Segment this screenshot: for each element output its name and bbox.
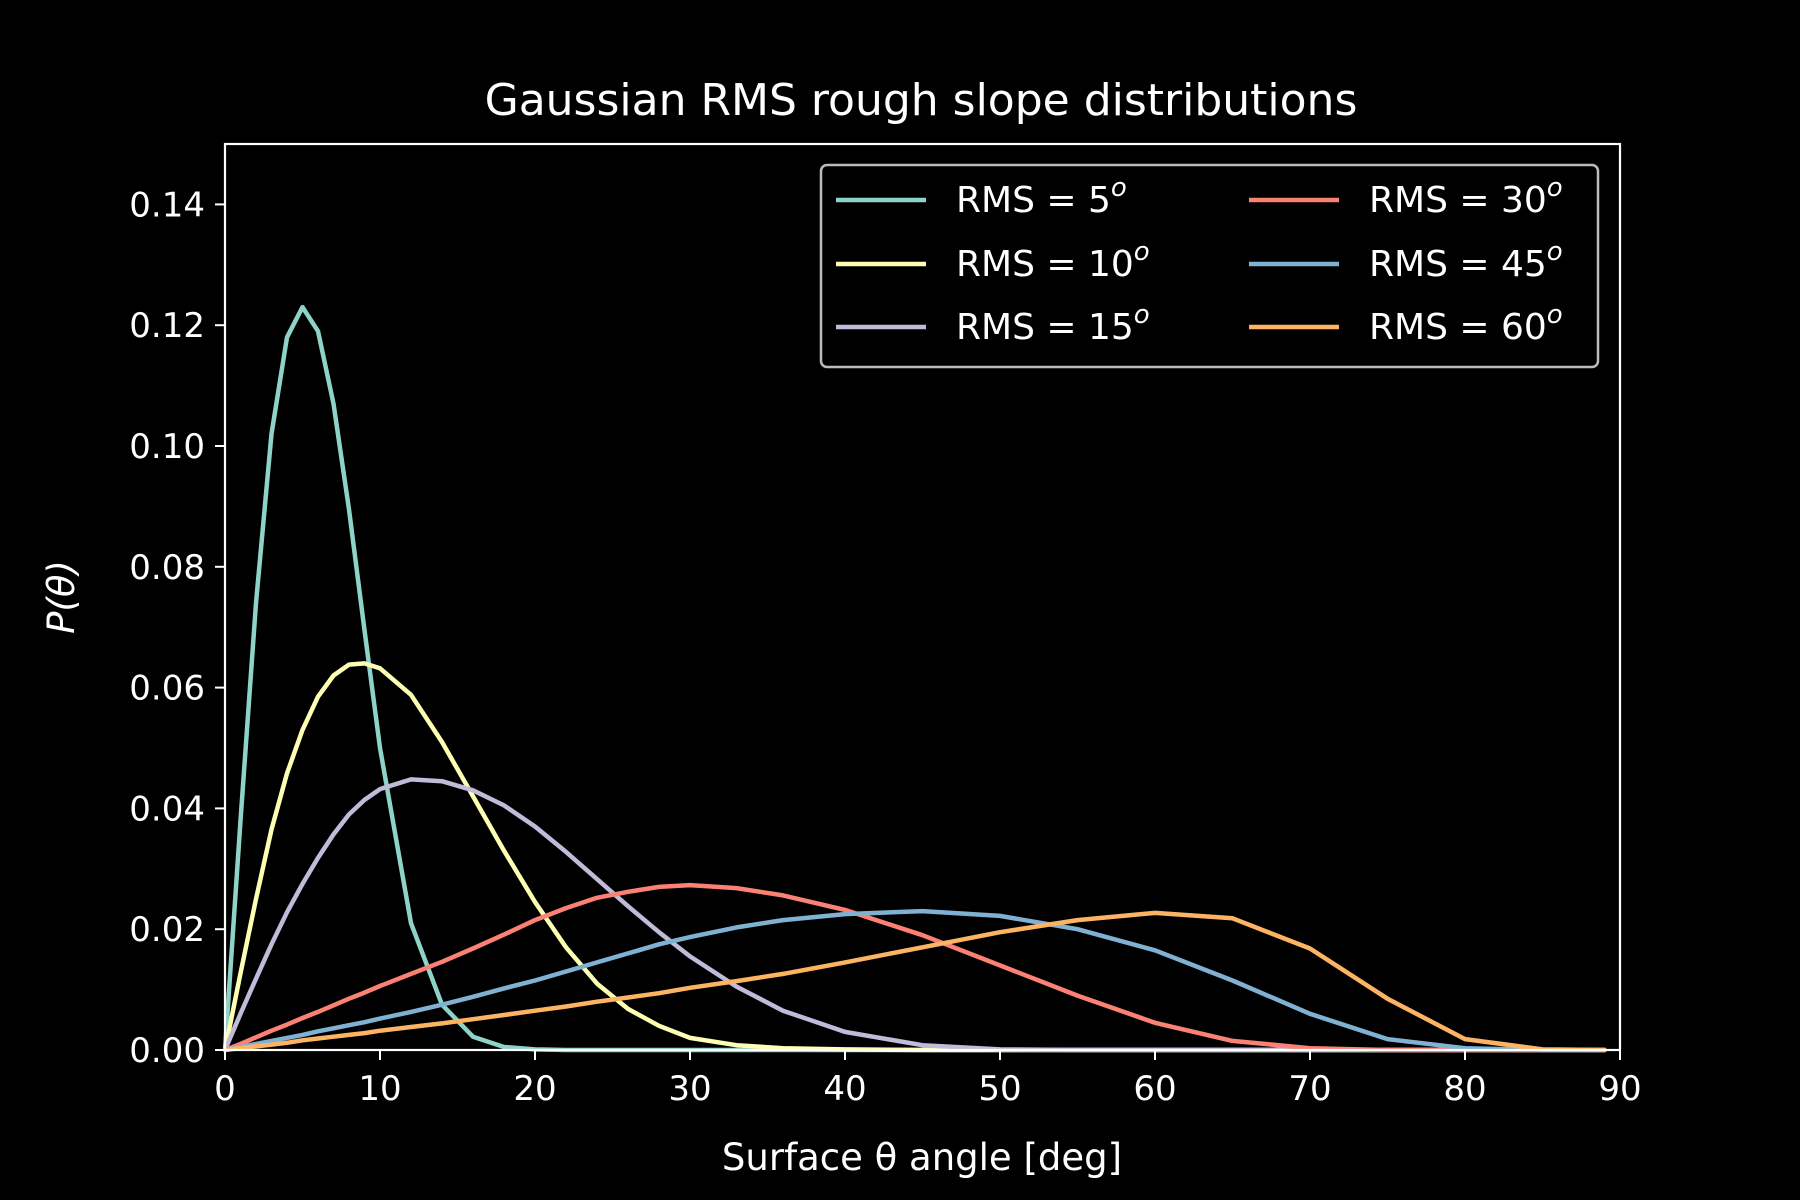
series-line-rms-60: [222, 910, 1607, 1053]
x-tick-label: 40: [823, 1069, 866, 1109]
legend-label-rms-15: RMS = 15o: [956, 300, 1150, 348]
y-tick-label: 0.08: [129, 548, 205, 588]
x-tick-label: 60: [1133, 1069, 1176, 1109]
y-tick-label: 0.04: [129, 789, 205, 829]
y-tick-label: 0.06: [129, 669, 205, 709]
plot-frame: [223, 142, 1622, 1052]
legend-label-rms-10: RMS = 10o: [956, 237, 1150, 285]
y-tick-label: 0.14: [129, 185, 205, 225]
y-tick-label: 0.02: [129, 910, 205, 950]
legend-box: [819, 163, 1600, 369]
x-tick-label: 80: [1443, 1069, 1486, 1109]
x-tick-label: 0: [214, 1069, 236, 1109]
y-tick-label: 0.00: [129, 1031, 205, 1071]
y-tick-label: 0.10: [129, 427, 205, 467]
legend-label-rms-30: RMS = 30o: [1369, 173, 1563, 221]
x-tick-label: 30: [668, 1069, 711, 1109]
y-axis-label: P(θ): [40, 560, 83, 634]
x-tick-label: 50: [978, 1069, 1021, 1109]
legend: RMS = 5o RMS = 10o RMS = 15o RMS = 30o RMS =…: [819, 163, 1600, 369]
x-tick-label: 10: [358, 1069, 401, 1109]
x-axis-label: Surface θ angle [deg]: [722, 1136, 1122, 1179]
legend-label-rms-45: RMS = 45o: [1369, 237, 1563, 285]
x-axis-ticks: 0 10 20 30 40 50 60 70 80 90: [214, 1050, 1642, 1109]
x-tick-label: 70: [1288, 1069, 1331, 1109]
y-axis-ticks: 0.00 0.02 0.04 0.06 0.08 0.10 0.12 0.14: [129, 185, 225, 1071]
x-tick-label: 90: [1598, 1069, 1641, 1109]
y-tick-label: 0.12: [129, 306, 205, 346]
x-tick-label: 20: [513, 1069, 556, 1109]
chart-title: Gaussian RMS rough slope distributions: [485, 75, 1358, 126]
series-line-rms-45: [222, 908, 1607, 1053]
legend-label-rms-5: RMS = 5o: [956, 173, 1127, 221]
legend-label-rms-60: RMS = 60o: [1369, 300, 1563, 348]
series-line-rms-30: [222, 882, 1607, 1053]
